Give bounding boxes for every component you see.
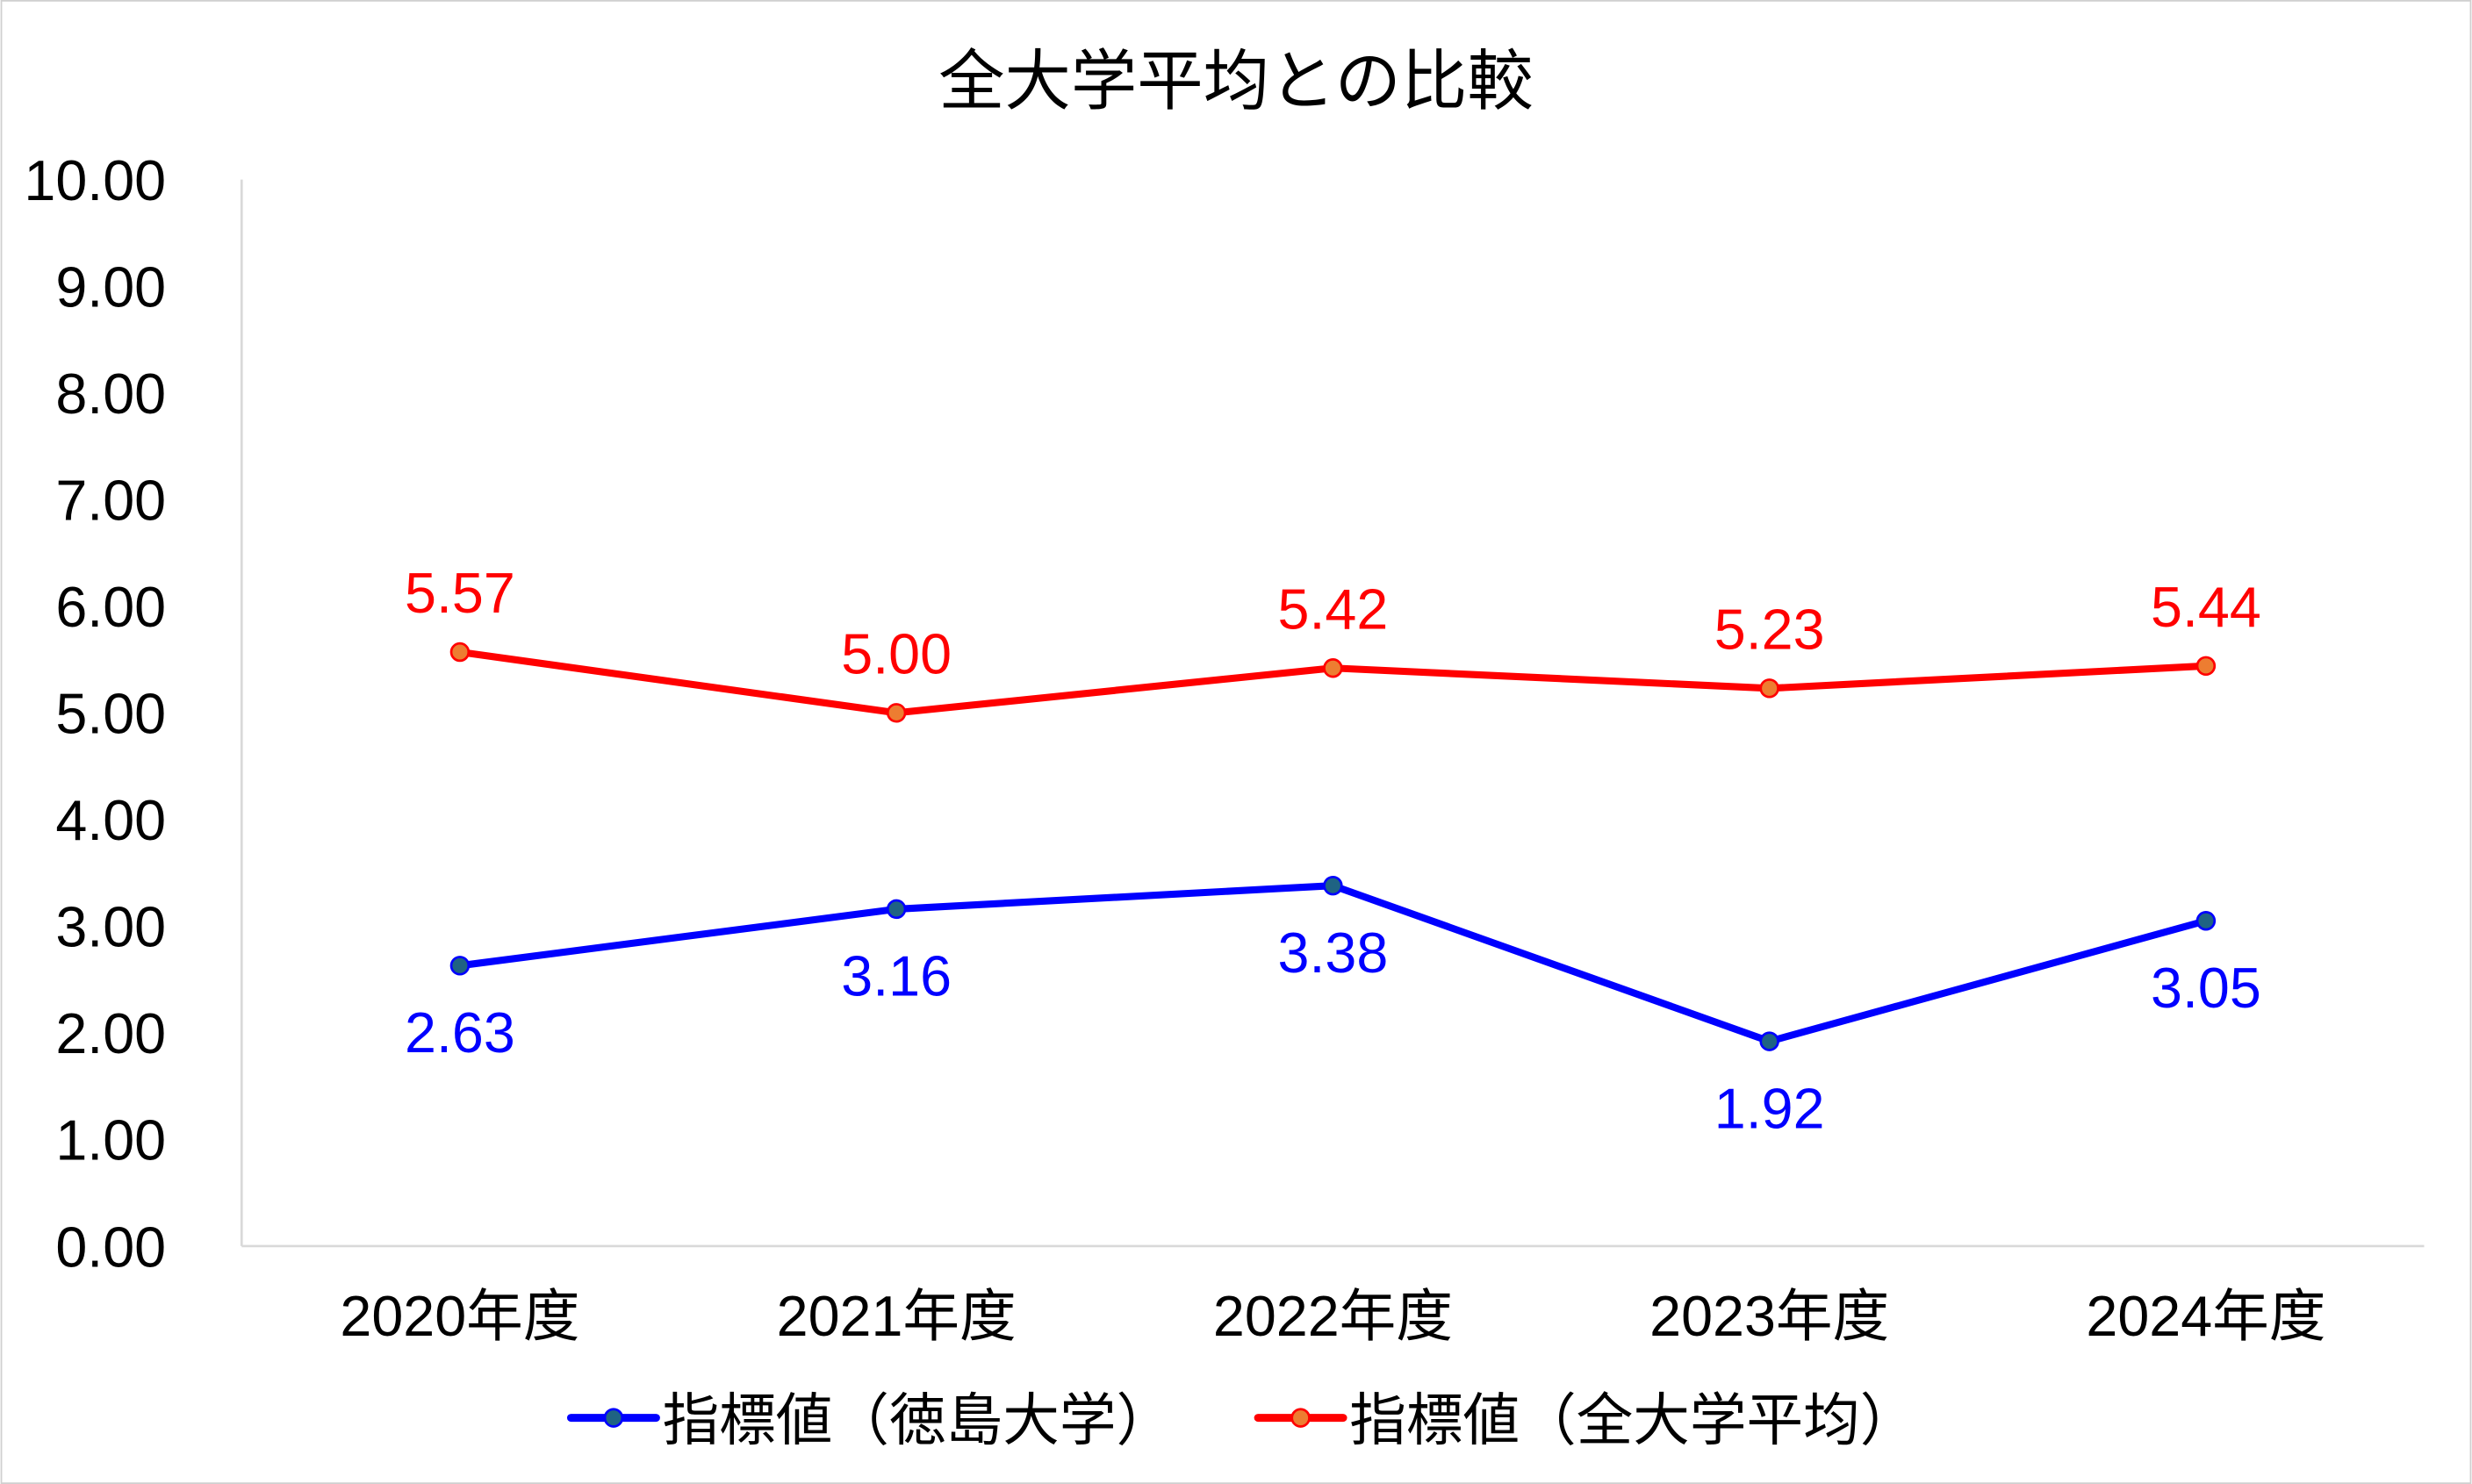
data-point — [886, 703, 907, 723]
y-tick-label: 0.00 — [55, 1215, 166, 1279]
y-tick-label: 5.00 — [55, 683, 166, 746]
x-tick-label: 2024年度 — [2086, 1285, 2325, 1348]
chart-title: 全大学平均との比較 — [938, 44, 1534, 118]
x-tick-label: 2023年度 — [1649, 1285, 1889, 1348]
data-point — [1323, 875, 1343, 896]
legend-marker-icon — [1290, 1408, 1311, 1428]
data-point — [449, 642, 471, 663]
data-label: 3.38 — [1278, 921, 1389, 985]
x-tick-label: 2021年度 — [777, 1285, 1017, 1348]
data-label: 3.05 — [2151, 957, 2261, 1020]
data-label: 5.42 — [1278, 577, 1389, 641]
y-tick-label: 1.00 — [55, 1109, 166, 1172]
series-0: 2.63 3.16 3.38 1.92 3.05 — [405, 875, 2261, 1140]
x-tick-label: 2020年度 — [340, 1285, 579, 1348]
data-point — [1759, 1031, 1779, 1051]
legend-label: 指標値（全大学平均） — [1349, 1389, 1916, 1452]
legend-item-1: 指標値（全大学平均） — [1254, 1389, 1916, 1452]
y-tick-label: 4.00 — [55, 789, 166, 852]
data-label: 3.16 — [841, 945, 952, 1008]
legend-item-0: 指標値（徳島大学） — [566, 1389, 1173, 1452]
data-point — [2195, 656, 2217, 677]
data-label: 2.63 — [405, 1001, 515, 1065]
legend-marker-icon — [603, 1408, 624, 1428]
data-label: 5.00 — [841, 622, 952, 685]
data-label: 5.44 — [2151, 576, 2261, 639]
x-tick-label: 2022年度 — [1213, 1285, 1453, 1348]
data-label: 5.57 — [405, 562, 515, 625]
y-tick-label: 8.00 — [55, 362, 166, 426]
legend-label: 指標値（徳島大学） — [663, 1389, 1173, 1452]
data-point — [2195, 911, 2217, 931]
data-point — [449, 956, 471, 976]
data-point — [1759, 678, 1779, 699]
y-tick-label: 6.00 — [55, 576, 166, 639]
data-point — [1323, 658, 1343, 678]
y-tick-label: 2.00 — [55, 1002, 166, 1065]
y-tick-label: 9.00 — [55, 256, 166, 319]
series-1: 5.57 5.00 5.42 5.23 5.44 — [405, 562, 2261, 723]
y-tick-label: 7.00 — [55, 470, 166, 533]
data-point — [886, 899, 907, 920]
y-tick-label: 3.00 — [55, 896, 166, 959]
data-label: 5.23 — [1714, 598, 1825, 661]
y-tick-label: 10.00 — [24, 149, 166, 212]
data-label: 1.92 — [1714, 1077, 1825, 1140]
